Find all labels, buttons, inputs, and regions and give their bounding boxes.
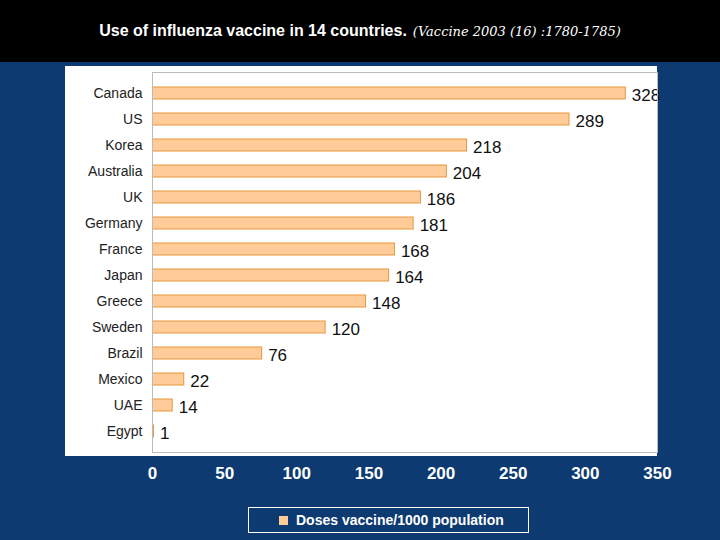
svg-text:120: 120 bbox=[332, 320, 360, 339]
svg-text:Canada: Canada bbox=[93, 85, 142, 101]
svg-text:150: 150 bbox=[355, 464, 383, 483]
svg-text:300: 300 bbox=[571, 464, 599, 483]
svg-text:Mexico: Mexico bbox=[98, 371, 143, 387]
svg-text:250: 250 bbox=[499, 464, 527, 483]
svg-text:UK: UK bbox=[123, 189, 143, 205]
svg-text:100: 100 bbox=[283, 464, 311, 483]
svg-text:50: 50 bbox=[215, 464, 234, 483]
svg-text:76: 76 bbox=[268, 346, 287, 365]
svg-text:181: 181 bbox=[420, 216, 448, 235]
svg-text:Japan: Japan bbox=[104, 267, 142, 283]
html-text:Use of influenza vaccine in 14: Use of influenza vaccine in 14 countries… bbox=[99, 22, 621, 39]
svg-text:US: US bbox=[123, 111, 142, 127]
svg-text:186: 186 bbox=[427, 190, 455, 209]
html-text:Doses vaccine/1000 population: Doses vaccine/1000 population bbox=[296, 512, 504, 528]
svg-text:Greece: Greece bbox=[97, 293, 143, 309]
svg-text:200: 200 bbox=[427, 464, 455, 483]
svg-text:UAE: UAE bbox=[114, 397, 143, 413]
svg-text:France: France bbox=[99, 241, 143, 257]
svg-text:164: 164 bbox=[395, 268, 423, 287]
svg-text:1: 1 bbox=[160, 424, 169, 443]
svg-text:Korea: Korea bbox=[105, 137, 143, 153]
svg-text:Egypt: Egypt bbox=[107, 423, 143, 439]
svg-text:168: 168 bbox=[401, 242, 429, 261]
svg-text:Australia: Australia bbox=[88, 163, 143, 179]
svg-text:22: 22 bbox=[190, 372, 209, 391]
svg-text:328: 328 bbox=[632, 86, 660, 105]
svg-text:148: 148 bbox=[372, 294, 400, 313]
svg-text:Germany: Germany bbox=[85, 215, 143, 231]
svg-text:14: 14 bbox=[179, 398, 198, 417]
svg-text:0: 0 bbox=[148, 464, 157, 483]
svg-text:350: 350 bbox=[643, 464, 671, 483]
svg-text:Sweden: Sweden bbox=[92, 319, 143, 335]
svg-text:289: 289 bbox=[575, 112, 603, 131]
svg-text:204: 204 bbox=[453, 164, 481, 183]
svg-text:218: 218 bbox=[473, 138, 501, 157]
svg-text:Brazil: Brazil bbox=[107, 345, 142, 361]
